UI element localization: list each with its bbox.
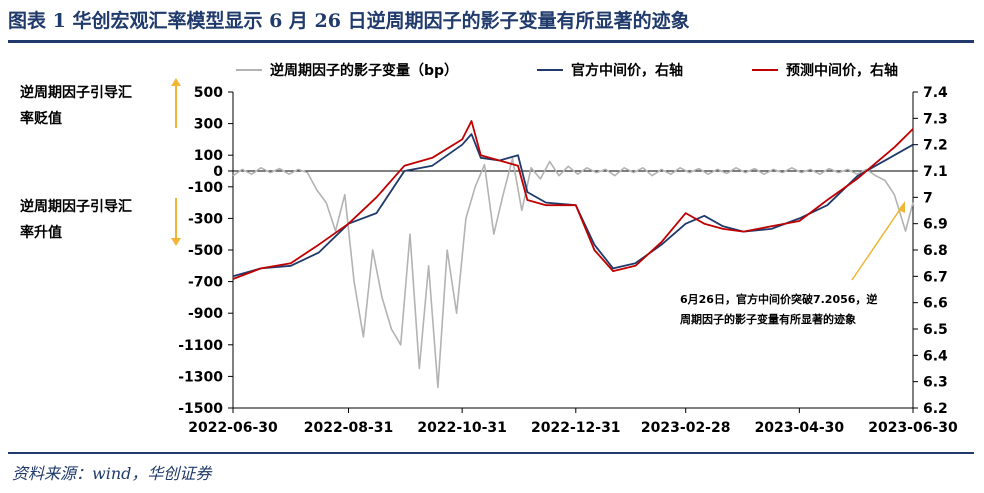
left-tick-label: -500 xyxy=(188,243,223,259)
left-tick-label: -300 xyxy=(188,211,223,227)
chart-title: 图表 1 华创宏观汇率模型显示 6 月 26 日逆周期因子的影子变量有所显著的迹… xyxy=(8,10,690,32)
side-note-appreciation-line1: 逆周期因子引导汇 xyxy=(20,199,132,215)
left-tick-label: -1300 xyxy=(178,369,223,385)
left-tick-label: 300 xyxy=(194,117,223,133)
annotation-arrow-head xyxy=(898,201,905,213)
right-tick-label: 6.6 xyxy=(923,296,948,312)
legend-label-shadow: 逆周期因子的影子变量（bp） xyxy=(270,63,459,79)
arrow-down-head xyxy=(171,238,181,246)
series-line-shadow xyxy=(232,157,914,389)
right-tick-label: 6.4 xyxy=(923,348,948,364)
right-tick-label: 6.7 xyxy=(923,269,948,285)
right-tick-label: 6.2 xyxy=(923,401,948,417)
left-tick-label: -1500 xyxy=(178,401,223,417)
side-note-appreciation-line2: 率升值 xyxy=(20,225,62,241)
legend-swatch-official xyxy=(537,69,563,71)
x-tick-label: 2022-08-31 xyxy=(304,420,394,436)
x-tick-label: 2023-02-28 xyxy=(641,420,731,436)
series-layer xyxy=(232,120,914,389)
legend-item-official: 官方中间价，右轴 xyxy=(537,60,683,80)
left-tick-label: -1100 xyxy=(178,338,223,354)
legend-swatch-forecast xyxy=(752,69,778,71)
annotation-line1: 6月26日，官方中间价突破7.2056，逆 xyxy=(680,293,878,306)
right-tick-label: 6.3 xyxy=(923,375,948,391)
side-note-depreciation: 逆周期因子引导汇 率贬值 xyxy=(20,80,132,132)
side-note-depreciation-line2: 率贬值 xyxy=(20,111,62,127)
side-note-appreciation: 逆周期因子引导汇 率升值 xyxy=(20,194,132,246)
right-tick-label: 7.2 xyxy=(923,138,948,154)
left-tick-label: 0 xyxy=(213,164,223,180)
right-tick-label: 6.5 xyxy=(923,322,948,338)
left-tick-label: 500 xyxy=(194,85,223,101)
title-rule xyxy=(8,40,974,43)
series-line-forecast xyxy=(232,120,914,280)
right-tick-label: 7 xyxy=(923,190,933,206)
x-tick-label: 2022-06-30 xyxy=(188,420,278,436)
x-tick-label: 2023-04-30 xyxy=(755,420,845,436)
right-tick-label: 7.3 xyxy=(923,111,948,127)
source-note: 资料来源：wind，华创证券 xyxy=(12,464,212,483)
right-tick-label: 6.9 xyxy=(923,217,948,233)
legend-item-forecast: 预测中间价，右轴 xyxy=(752,60,898,80)
bottom-rule xyxy=(8,452,974,454)
legend-swatch-shadow xyxy=(236,69,262,71)
x-tick-label: 2023-06-30 xyxy=(868,420,958,436)
annotation-arrow-line xyxy=(851,204,904,281)
left-tick-label: -700 xyxy=(188,275,223,291)
legend-label-official: 官方中间价，右轴 xyxy=(571,63,683,79)
x-tick-label: 2022-12-31 xyxy=(531,420,621,436)
annotation: 6月26日，官方中间价突破7.2056，逆 周期因子的影子变量有所显著的迹象 xyxy=(680,290,910,330)
side-note-depreciation-line1: 逆周期因子引导汇 xyxy=(20,85,132,101)
arrow-up-head xyxy=(171,78,181,86)
legend-item-shadow: 逆周期因子的影子变量（bp） xyxy=(236,60,458,80)
annotation-line2: 周期因子的影子变量有所显著的迹象 xyxy=(680,313,856,326)
right-tick-label: 6.8 xyxy=(923,243,948,259)
right-tick-label: 7.1 xyxy=(923,164,948,180)
left-tick-label: -900 xyxy=(188,306,223,322)
right-tick-label: 7.4 xyxy=(923,85,948,101)
left-tick-label: -100 xyxy=(188,180,223,196)
legend-label-forecast: 预测中间价，右轴 xyxy=(786,63,898,79)
x-tick-label: 2022-10-31 xyxy=(417,420,507,436)
left-tick-label: 100 xyxy=(194,148,223,164)
